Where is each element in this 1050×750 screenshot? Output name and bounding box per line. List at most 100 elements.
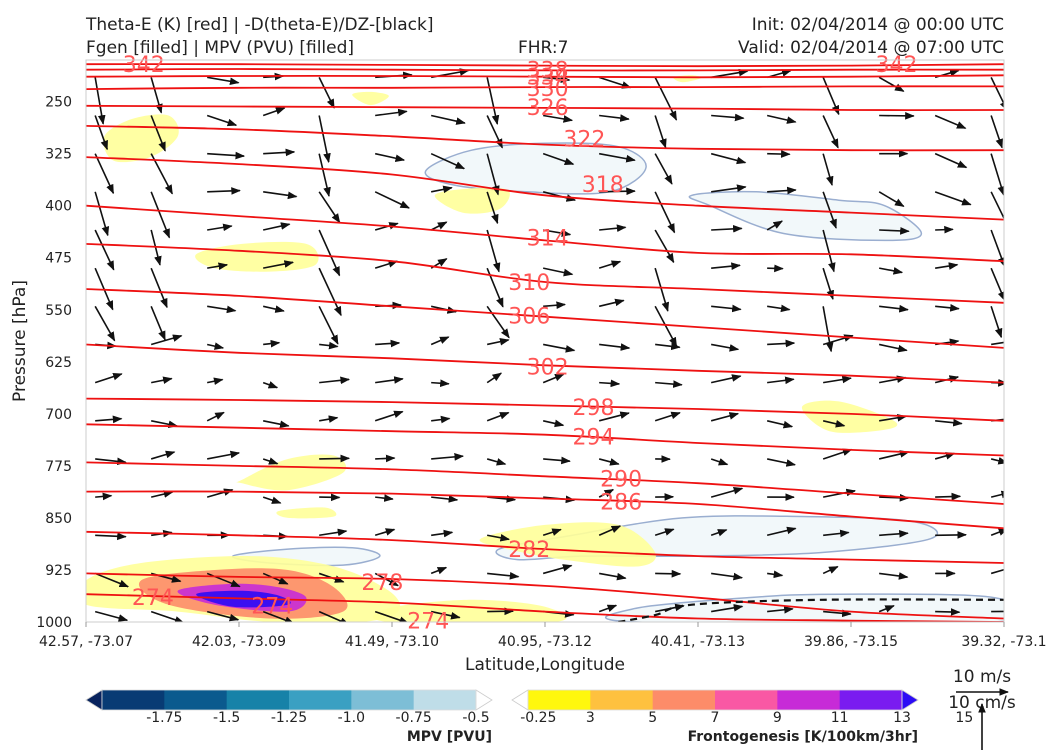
contour-label-13: 290 — [600, 467, 642, 492]
fgen-colorbar-tick-4: 11 — [831, 710, 849, 726]
wind-vector-157 — [655, 342, 681, 351]
wind-vector-132 — [542, 528, 562, 537]
wind-vector-121 — [543, 114, 574, 123]
wind-vector-127 — [543, 343, 576, 353]
mpv-colorbar-tick-4: -0.75 — [396, 710, 432, 726]
wind-vector-4 — [94, 229, 115, 271]
wind-vector-193 — [767, 570, 784, 579]
wind-vector-229 — [935, 225, 954, 234]
fgen-region-8 — [479, 522, 656, 567]
y-tick-1000: 1000 — [36, 615, 72, 631]
wind-vector-194 — [767, 605, 794, 614]
theta-e-contour-314 — [86, 204, 1004, 263]
wind-vector-200 — [822, 267, 834, 301]
wind-vector-207 — [823, 529, 850, 538]
wind-vector-168 — [711, 184, 747, 193]
wind-vector-210 — [878, 76, 905, 92]
mpv-colorbar-swatch-4 — [289, 690, 352, 710]
wind-vector-158 — [655, 380, 683, 388]
wind-vector-143 — [599, 379, 621, 388]
wind-vector-37 — [207, 342, 225, 350]
fgen-colorbar-frame — [527, 689, 903, 711]
theta-e-contour-338 — [86, 68, 1004, 72]
wind-vector-150 — [654, 76, 678, 121]
wind-vector-82 — [375, 339, 401, 348]
wind-vector-66 — [318, 305, 339, 345]
mpv-colorbar-swatch-1 — [102, 690, 165, 710]
theta-e-contour-334 — [86, 74, 1004, 79]
wind-vector-67 — [319, 341, 339, 350]
wind-vector-129 — [542, 419, 565, 428]
contour-label-2: 334 — [527, 66, 569, 91]
wind-vector-246 — [990, 306, 1003, 339]
wind-vector-101 — [431, 495, 459, 503]
wind-vector-171 — [711, 304, 742, 313]
fgen-colorbar-swatch-3 — [652, 690, 716, 710]
wind-vector-94 — [430, 221, 448, 231]
x-tick-0: 42.57, -73.07 — [39, 634, 133, 650]
wind-vector-93 — [431, 185, 453, 194]
wind-vector-240 — [990, 76, 1004, 112]
x-tick-5: 39.86, -73.15 — [804, 634, 898, 650]
wind-vector-135 — [598, 76, 632, 89]
fgen-colorbar-swatch-6 — [839, 690, 903, 710]
wind-vector-122 — [542, 152, 575, 165]
wind-vector-230 — [935, 262, 959, 270]
wind-vector-243 — [990, 191, 1004, 221]
wind-vector-245 — [990, 267, 1004, 302]
wind-vector-115 — [486, 458, 507, 466]
contour-label-18: 274 — [251, 594, 293, 619]
y-tick-475: 475 — [45, 251, 72, 267]
contour-label-11: 298 — [573, 396, 615, 421]
y-tick-925: 925 — [45, 563, 72, 579]
fgen-colorbar: 3 5 7 9 11 13 15 — [511, 689, 973, 726]
wind-vector-59 — [262, 610, 295, 622]
wind-vector-80 — [374, 260, 399, 269]
theta-e-contour-282 — [86, 530, 1004, 564]
wind-vector-199 — [822, 229, 836, 273]
fgen-colorbar-title: Frontogenesis [K/100km/3hr] — [688, 729, 918, 745]
wind-vector-145 — [598, 458, 620, 466]
wind-vector-89 — [374, 610, 409, 622]
wind-vector-33 — [207, 187, 241, 195]
quiver-key: 10 m/s 10 cm/s — [948, 667, 1016, 750]
wind-vector-105 — [486, 77, 500, 125]
wind-vector-84 — [374, 410, 404, 422]
wind-vector-188 — [767, 376, 795, 385]
wind-vector-2 — [94, 153, 115, 195]
wind-vector-146 — [598, 488, 615, 498]
mpv-colorbar: -1.75 -1.5 -1.25 -1.0 -0.75 -0.5 -0.25 — [85, 689, 556, 726]
y-axis: 250 325 400 475 550 625 700 775 850 925 1000 — [36, 95, 72, 631]
wind-vector-109 — [486, 229, 501, 273]
wind-vector-241 — [990, 115, 1003, 149]
fgen-region-4 — [673, 75, 702, 83]
wind-vector-103 — [430, 566, 448, 575]
wind-vector-236 — [935, 492, 962, 501]
contour-label-8: 310 — [508, 271, 550, 296]
wind-vector-104 — [431, 610, 461, 620]
wind-vector-176 — [710, 487, 744, 498]
y-tick-850: 850 — [45, 511, 72, 527]
mpv-colorbar-frame — [101, 689, 477, 711]
mpv-colorbar-tick-2: -1.25 — [271, 710, 307, 726]
wind-vector-204 — [822, 420, 846, 428]
ddz-zero-contour — [618, 598, 1004, 622]
wind-vector-52 — [263, 339, 281, 348]
wind-vector-224 — [878, 604, 895, 613]
wind-vector-140 — [598, 260, 622, 269]
contour-label-16: 278 — [361, 571, 403, 596]
wind-vector-0 — [94, 77, 106, 125]
x-tick-1: 42.03, -73.09 — [192, 634, 286, 650]
wind-vector-118 — [487, 571, 520, 580]
wind-vector-130 — [543, 456, 571, 465]
wind-vector-182 — [767, 150, 791, 158]
wind-vector-1 — [94, 115, 108, 151]
contour-label-4: 326 — [527, 96, 569, 121]
wind-vector-223 — [879, 572, 909, 580]
wind-vector-209 — [823, 609, 852, 618]
fgen-colorbar-swatch-1 — [528, 690, 591, 710]
mpv-colorbar-title: MPV [PVU] — [407, 729, 492, 745]
wind-vector-124 — [543, 229, 572, 237]
wind-vector-206 — [822, 488, 856, 498]
